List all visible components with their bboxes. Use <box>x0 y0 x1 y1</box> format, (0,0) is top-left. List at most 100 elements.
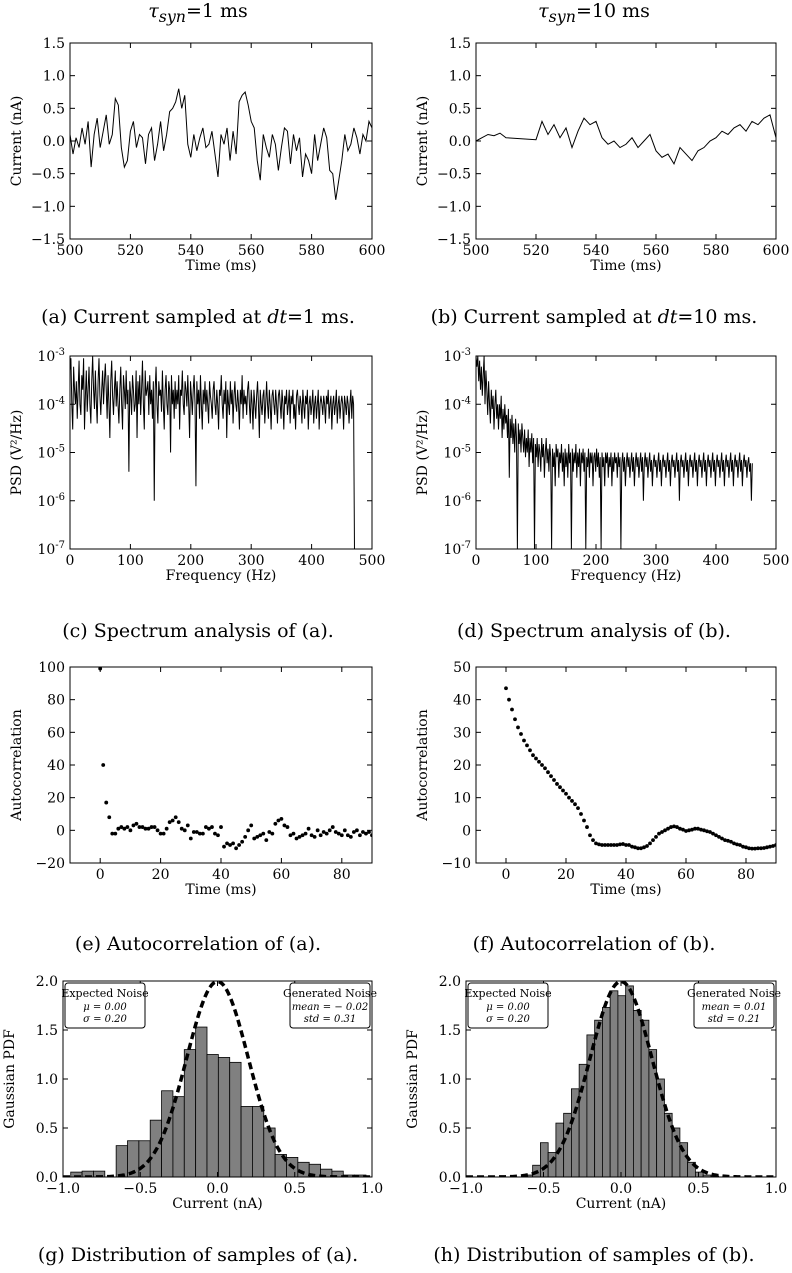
data-point <box>633 845 637 850</box>
data-point <box>327 828 332 833</box>
x-tick-label: 500 <box>763 553 790 569</box>
data-point <box>276 818 281 823</box>
histogram-bar <box>695 1171 704 1177</box>
y-tick-label: 0.5 <box>36 1121 58 1137</box>
y-tick-label: 10 <box>453 791 471 807</box>
data-point <box>185 823 190 828</box>
data-point <box>507 697 511 702</box>
data-point <box>270 831 275 836</box>
plot-area-d <box>476 356 753 549</box>
data-point <box>735 842 739 847</box>
data-point <box>264 838 269 843</box>
legend-box <box>64 982 146 1029</box>
data-point <box>321 830 326 834</box>
data-point <box>552 778 556 782</box>
y-tick-label: 2.0 <box>439 974 461 990</box>
caption-e: (e) Autocorrelation of (a). <box>74 933 322 955</box>
data-point <box>125 825 130 829</box>
plot-area-h <box>466 981 776 1177</box>
data-point <box>513 717 517 722</box>
histogram-bar <box>217 1057 231 1177</box>
data-point <box>240 839 245 844</box>
x-tick-label: 100 <box>117 553 144 569</box>
data-point <box>687 828 691 833</box>
x-tick-label: −0.5 <box>123 1181 157 1197</box>
data-point <box>537 759 541 764</box>
data-point <box>373 832 377 836</box>
data-point <box>312 834 317 839</box>
data-point <box>756 846 760 851</box>
data-point <box>693 826 697 831</box>
histogram-bar <box>625 985 634 1177</box>
data-point <box>675 825 679 829</box>
x-tick-label: 60 <box>677 867 695 883</box>
y-tick-label: 0.0 <box>43 134 65 150</box>
legend-line: std = 0.21 <box>708 1014 761 1025</box>
x-tick-label: 520 <box>523 243 550 259</box>
data-point <box>267 830 272 834</box>
data-point <box>534 756 538 761</box>
x-tick-label: 500 <box>359 553 386 569</box>
legend-box <box>467 982 549 1029</box>
series-line <box>476 356 753 549</box>
data-point <box>300 833 305 838</box>
y-tick-label: 1.0 <box>449 69 471 85</box>
data-point <box>116 826 121 831</box>
data-point <box>573 802 577 807</box>
data-point <box>648 841 652 846</box>
y-tick-label: 10-5 <box>443 444 471 462</box>
data-point <box>591 838 595 843</box>
column-title-left: τsyn=1 ms <box>148 0 248 26</box>
data-point <box>771 844 775 848</box>
caption-f: (f) Autocorrelation of (b). <box>472 933 716 955</box>
x-tick-label: 80 <box>737 867 755 883</box>
x-tick-label: 1.0 <box>765 1181 787 1197</box>
histogram-bar <box>161 1090 174 1177</box>
data-point <box>258 833 263 838</box>
data-point <box>309 833 314 838</box>
data-point <box>543 766 547 771</box>
data-point <box>519 732 523 736</box>
y-tick-label: 0.5 <box>439 1121 461 1137</box>
data-point <box>681 827 685 832</box>
plot-area-c <box>70 356 355 549</box>
x-tick-label: 400 <box>298 553 325 569</box>
histogram-bar <box>633 1010 642 1177</box>
axes-frame <box>475 42 777 240</box>
axes-frame <box>475 666 777 864</box>
data-point <box>119 825 124 829</box>
data-point <box>744 845 748 850</box>
data-point <box>615 843 619 847</box>
chart-b: 500 520 540 560 580 600 −1.5 −1.0 −0.5 0.0 0.5 1.0 1… <box>415 36 789 274</box>
data-point <box>690 827 694 832</box>
x-tick-label: 1.0 <box>361 1181 383 1197</box>
x-axis-label: Current (nA) <box>576 1196 667 1212</box>
data-point <box>630 844 634 849</box>
data-point <box>324 831 329 836</box>
y-tick-label: 10-6 <box>37 492 65 510</box>
data-point <box>170 818 175 823</box>
data-point <box>642 845 646 850</box>
data-point <box>666 826 670 831</box>
data-point <box>672 824 676 829</box>
data-point <box>234 846 239 851</box>
data-point <box>624 843 628 847</box>
x-axis-label: Frequency (Hz) <box>571 568 682 584</box>
caption-h: (h) Distribution of samples of (b). <box>433 1244 755 1266</box>
data-point <box>570 799 574 803</box>
data-point <box>348 834 353 839</box>
histogram-bar <box>617 995 627 1177</box>
legend-line: μ = 0.00 <box>486 1002 530 1013</box>
data-point <box>361 830 365 834</box>
chart-a: 500 520 540 560 580 600 −1.5 −1.0 −0.5 0.0 0.5 1.0 1… <box>9 36 385 274</box>
y-tick-label: 50 <box>453 660 471 676</box>
data-point <box>213 831 217 836</box>
y-axis-label: Current (nA) <box>415 96 431 187</box>
data-point <box>367 830 371 834</box>
x-tick-label: 0.5 <box>687 1181 709 1197</box>
histogram-bar <box>195 1026 208 1177</box>
x-tick-label: 0.0 <box>610 1181 632 1197</box>
data-point <box>216 833 220 838</box>
x-tick-label: 20 <box>152 867 170 883</box>
